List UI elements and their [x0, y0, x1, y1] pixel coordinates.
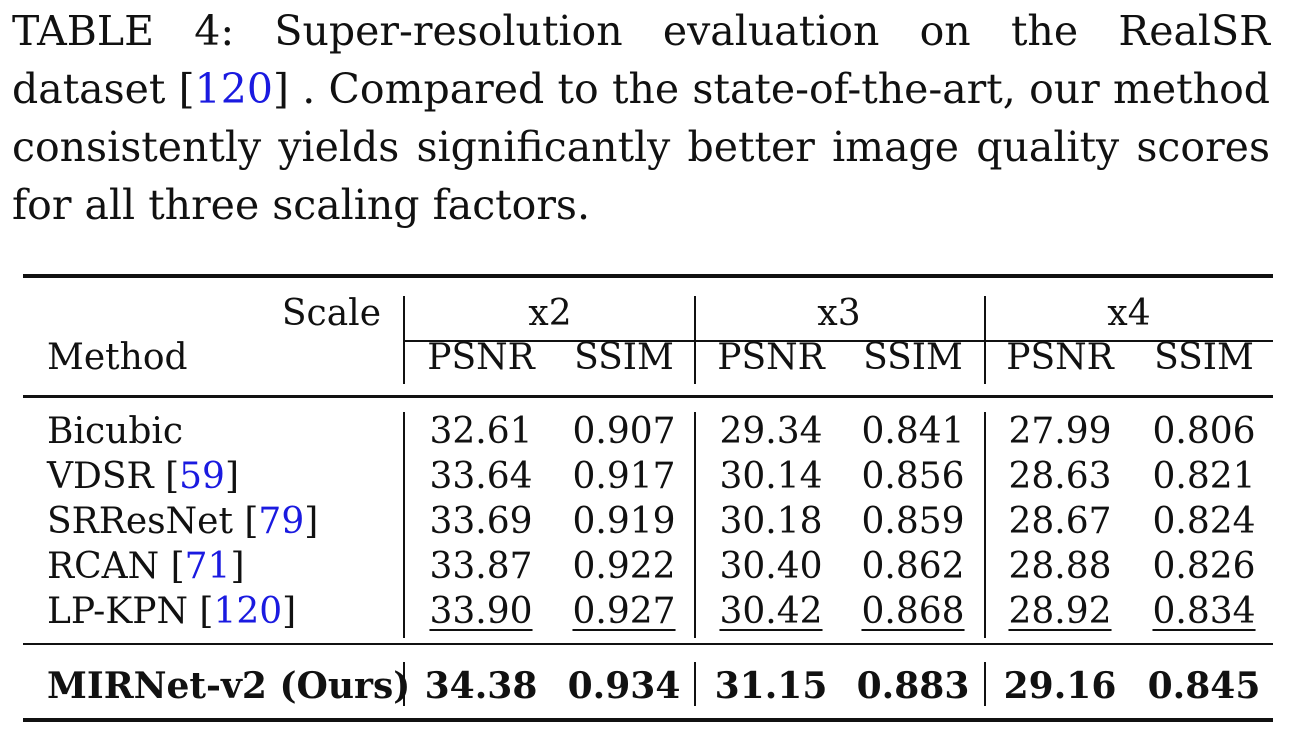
- method-header: Method: [47, 337, 188, 378]
- column-divider: [984, 662, 986, 706]
- table-top-rule: [23, 274, 1273, 278]
- table-cell: 0.859: [861, 501, 965, 542]
- table-cell: 30.42: [719, 591, 823, 632]
- table-cell: 33.87: [429, 546, 533, 587]
- column-divider: [403, 662, 405, 706]
- scale-x3-header: x3: [817, 293, 861, 334]
- method-label: LP-KPN [: [47, 591, 214, 632]
- table-cell: 0.862: [861, 546, 965, 587]
- psnr-header: PSNR: [427, 337, 535, 378]
- method-name: VDSR [59]: [47, 455, 239, 499]
- ours-cell: 29.16: [1003, 665, 1117, 707]
- table-cell: 0.806: [1152, 411, 1256, 452]
- table-cell: 29.34: [719, 411, 823, 452]
- ssim-header: SSIM: [574, 337, 674, 378]
- table-cell: 0.834: [1152, 591, 1256, 632]
- method-name: LP-KPN [120]: [47, 590, 296, 634]
- scale-subheader-rule: [405, 340, 1273, 342]
- method-name: RCAN [71]: [47, 545, 245, 589]
- table-cell: 28.88: [1008, 546, 1112, 587]
- table-cell: 0.824: [1152, 501, 1256, 542]
- table-cell: 0.841: [861, 411, 965, 452]
- citation-bracket: ]: [282, 591, 297, 632]
- column-divider: [694, 662, 696, 706]
- method-label: Bicubic: [47, 411, 184, 452]
- caption-prefix: TABLE 4: Super-resolution evaluation on …: [12, 7, 1270, 113]
- ssim-header: SSIM: [863, 337, 963, 378]
- table-cell: 28.92: [1008, 591, 1112, 632]
- table-cell: 30.18: [719, 501, 823, 542]
- table-cell: 28.63: [1008, 456, 1112, 497]
- column-divider: [403, 412, 405, 638]
- psnr-header: PSNR: [1006, 337, 1114, 378]
- method-label: SRResNet [: [47, 501, 259, 542]
- column-divider: [984, 412, 986, 638]
- method-label: VDSR [: [47, 456, 180, 497]
- method-label: RCAN [: [47, 546, 185, 587]
- table-ours-separator-rule: [23, 643, 1273, 645]
- citation-bracket: ]: [304, 501, 319, 542]
- table-cell: 33.90: [429, 591, 533, 632]
- table-cell: 28.67: [1008, 501, 1112, 542]
- citation-link[interactable]: 71: [184, 546, 231, 587]
- ours-cell: 34.38: [424, 665, 538, 707]
- psnr-header: PSNR: [717, 337, 825, 378]
- citation-bracket: ]: [224, 456, 239, 497]
- method-name: Bicubic: [47, 410, 183, 454]
- table-cell: 32.61: [429, 411, 533, 452]
- table-cell: 30.14: [719, 456, 823, 497]
- scale-x2-header: x2: [528, 293, 572, 334]
- citation-link[interactable]: 79: [258, 501, 305, 542]
- method-name: SRResNet [79]: [47, 500, 318, 544]
- table-cell: 0.907: [572, 411, 676, 452]
- citation-bracket: ]: [230, 546, 245, 587]
- scale-header: Scale: [281, 293, 381, 334]
- ssim-header: SSIM: [1154, 337, 1254, 378]
- table-cell: 30.40: [719, 546, 823, 587]
- table-caption: TABLE 4: Super-resolution evaluation on …: [12, 2, 1270, 234]
- table-cell: 33.64: [429, 456, 533, 497]
- table-cell: 0.856: [861, 456, 965, 497]
- column-divider: [403, 296, 405, 384]
- table-cell: 27.99: [1008, 411, 1112, 452]
- table-cell: 0.927: [572, 591, 676, 632]
- citation-link[interactable]: 120: [213, 591, 283, 632]
- citation-link[interactable]: 59: [179, 456, 225, 497]
- column-divider: [984, 296, 986, 384]
- column-divider: [694, 296, 696, 384]
- ours-method-name: MIRNet-v2 (Ours): [47, 665, 411, 707]
- table-cell: 0.868: [861, 591, 965, 632]
- table-cell: 33.69: [429, 501, 533, 542]
- ours-cell: 0.845: [1147, 665, 1261, 707]
- table-cell: 0.821: [1152, 456, 1256, 497]
- column-divider: [694, 412, 696, 638]
- table-cell: 0.919: [572, 501, 676, 542]
- ours-cell: 0.934: [567, 665, 681, 707]
- table-header-rule: [23, 395, 1273, 398]
- table-bottom-rule: [23, 718, 1273, 722]
- table-cell: 0.917: [572, 456, 676, 497]
- caption-citation-link[interactable]: 120: [194, 65, 273, 113]
- caption-suffix: ] . Compared to the state-of-the-art, ou…: [12, 65, 1270, 229]
- ours-cell: 0.883: [856, 665, 970, 707]
- ours-cell: 31.15: [714, 665, 828, 707]
- scale-x4-header: x4: [1107, 293, 1151, 334]
- table-cell: 0.922: [572, 546, 676, 587]
- table-cell: 0.826: [1152, 546, 1256, 587]
